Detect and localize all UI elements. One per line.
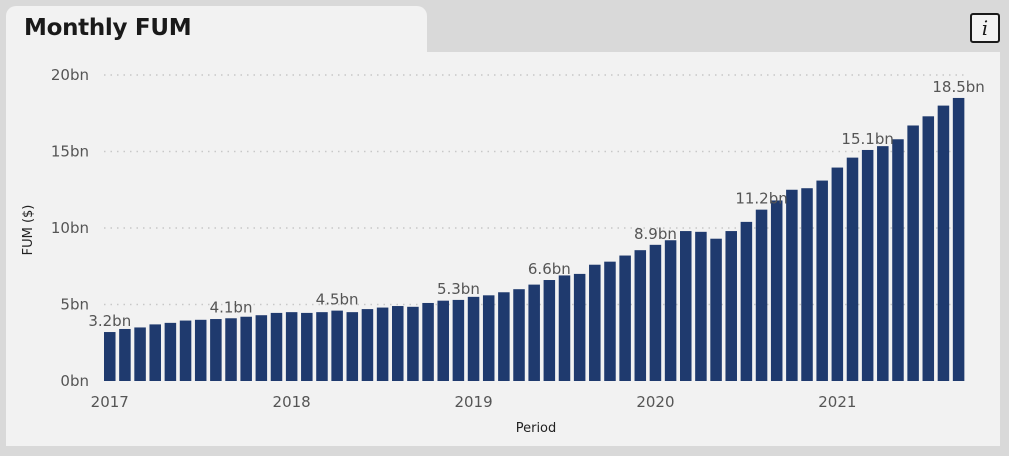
data-label: 11.2bn <box>735 190 787 208</box>
bar <box>422 302 434 381</box>
bar <box>922 116 935 381</box>
bar <box>695 231 707 381</box>
bar <box>937 105 950 381</box>
bar <box>786 189 798 381</box>
data-label: 3.2bn <box>88 312 131 330</box>
bar <box>498 292 510 381</box>
bar <box>846 157 859 381</box>
bar <box>376 307 389 381</box>
bar <box>240 316 252 381</box>
data-label: 18.5bn <box>932 78 984 96</box>
bar <box>316 312 328 381</box>
bar <box>482 295 495 381</box>
bar <box>755 209 768 381</box>
bar <box>392 306 404 381</box>
x-tick-label: 2021 <box>818 393 856 411</box>
bar <box>210 319 222 381</box>
bar <box>149 324 161 381</box>
bar <box>649 244 662 381</box>
info-button[interactable]: i <box>970 13 1000 43</box>
info-icon: i <box>981 16 989 40</box>
bar <box>801 188 813 381</box>
bar <box>331 310 343 381</box>
bar <box>543 280 556 381</box>
bar <box>952 97 965 381</box>
bar <box>892 139 904 381</box>
bars <box>104 97 965 382</box>
x-tick-label: 2018 <box>273 393 311 411</box>
x-tick-label: 2019 <box>454 393 492 411</box>
bar <box>740 221 753 381</box>
y-axis-title: FUM ($) <box>21 205 36 256</box>
bar <box>164 322 177 381</box>
bar <box>877 146 889 381</box>
bar <box>558 275 571 381</box>
data-label: 4.5bn <box>316 291 359 309</box>
y-axis-ticks: 0bn 5bn 10bn 15bn 20bn <box>51 66 89 390</box>
x-tick-label: 2020 <box>636 393 674 411</box>
bar <box>770 200 783 381</box>
bar <box>104 332 116 381</box>
bar <box>134 327 146 381</box>
x-tick-label: 2017 <box>91 393 129 411</box>
data-label: 6.6bn <box>528 260 571 278</box>
bar <box>710 238 722 381</box>
data-label: 4.1bn <box>210 298 253 316</box>
x-axis-title: Period <box>516 421 557 436</box>
gridlines <box>104 74 968 306</box>
bar <box>589 264 601 381</box>
bar <box>816 180 828 381</box>
page-title: Monthly FUM <box>24 15 192 41</box>
y-tick-label: 20bn <box>51 66 89 84</box>
bar <box>179 320 192 381</box>
x-axis-ticks: 2017 2018 2019 2020 2021 <box>91 393 857 411</box>
bar <box>725 231 737 381</box>
data-label: 15.1bn <box>841 130 893 148</box>
bar <box>285 312 298 381</box>
bar <box>407 306 419 381</box>
bar <box>119 328 131 381</box>
bar <box>361 309 374 381</box>
bar <box>680 231 692 381</box>
y-tick-label: 10bn <box>51 219 89 237</box>
bar <box>437 300 449 381</box>
bar <box>513 289 525 381</box>
y-tick-label: 5bn <box>60 296 89 314</box>
bar <box>634 250 647 381</box>
bar <box>467 296 480 381</box>
y-tick-label: 0bn <box>60 372 89 390</box>
bar <box>255 315 268 381</box>
bar <box>907 125 919 382</box>
y-tick-label: 15bn <box>51 143 89 161</box>
data-label: 5.3bn <box>437 280 480 298</box>
bar <box>573 273 586 381</box>
bar <box>346 312 359 381</box>
bar <box>528 284 540 381</box>
bar <box>452 299 465 381</box>
bar <box>619 255 631 381</box>
bar <box>664 240 677 381</box>
bar <box>270 312 283 381</box>
bar <box>194 319 207 381</box>
bar <box>301 312 313 381</box>
bar <box>604 261 616 381</box>
bar <box>831 167 844 381</box>
data-labels: 3.2bn 4.1bn 4.5bn 5.3bn 6.6bn 8.9bn 11.2bn 15.1… <box>88 78 985 330</box>
bar <box>225 318 237 381</box>
data-label: 8.9bn <box>634 225 677 243</box>
bar <box>861 149 874 381</box>
